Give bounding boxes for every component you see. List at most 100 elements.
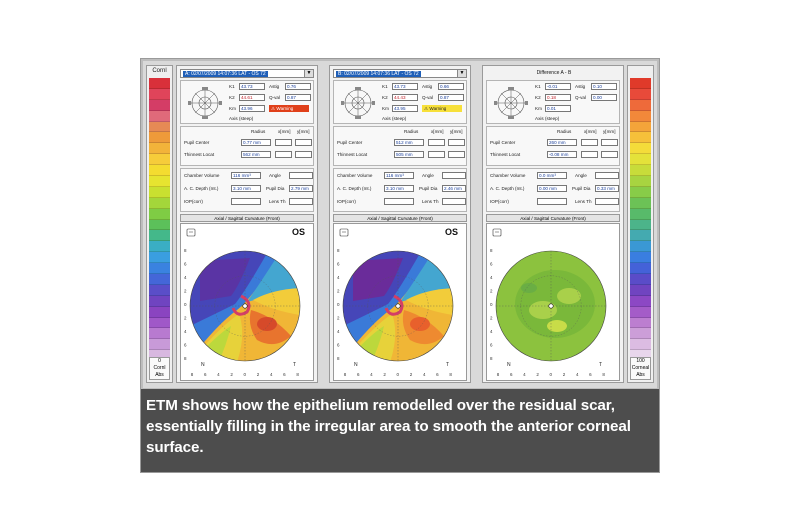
lens-th-field[interactable] — [289, 198, 313, 205]
k1-field[interactable]: 43.73 — [392, 83, 418, 90]
map-tick-label: 8 — [337, 248, 340, 253]
scale-footer-line: 100 — [636, 358, 645, 364]
pupil-center-field[interactable]: 260 mm — [547, 139, 577, 146]
iop-field[interactable] — [231, 198, 261, 205]
thinnest-y-field[interactable] — [448, 151, 465, 158]
right-color-scale[interactable]: 100 Corneal Abs — [627, 65, 654, 383]
map-type-selector[interactable]: Axial / Sagittal Curvature (Front) — [333, 214, 467, 222]
k2-field[interactable]: 44.61 — [239, 94, 265, 101]
corneal-map[interactable]: OS 8 6 4 2 0 2 4 6 8 8 6 4 2 0 2 4 6 8 N T — [333, 223, 467, 381]
km-field[interactable]: 43.96 — [239, 105, 265, 112]
thinnest-field[interactable]: -0.08 mm — [547, 151, 577, 158]
pupil-dia-field[interactable]: 2.79 mm — [289, 185, 313, 192]
corneal-map[interactable]: 8 6 4 2 0 2 4 6 8 8 6 4 2 0 2 4 6 8 N T — [486, 223, 620, 381]
thinnest-label: Thinnest Locat — [490, 152, 521, 157]
pupil-dia-label: Pupil Dia — [419, 186, 438, 191]
scale-cell — [630, 197, 651, 209]
thinnest-y-field[interactable] — [295, 151, 312, 158]
lens-th-field[interactable] — [442, 198, 466, 205]
astig-field[interactable]: 0.66 — [438, 83, 464, 90]
scale-cell — [630, 263, 651, 275]
angle-field[interactable]: 0.87 — [438, 94, 464, 101]
col-y: y[mm] — [297, 129, 310, 134]
ac-depth-label: A. C. Depth (Int.) — [184, 186, 219, 191]
k2-field[interactable]: 44.43 — [392, 94, 418, 101]
pupil-x-field[interactable] — [275, 139, 292, 146]
ac-depth-field[interactable]: 0.00 mm — [537, 185, 567, 192]
chevron-down-icon[interactable]: ▼ — [457, 70, 466, 77]
scale-header — [628, 66, 653, 76]
angle-value-field[interactable] — [595, 172, 619, 179]
map-type-selector[interactable]: Axial / Sagittal Curvature (Front) — [180, 214, 314, 222]
scale-cell — [149, 143, 170, 155]
pupil-center-field[interactable]: 0.77 mm — [241, 139, 271, 146]
scale-cell — [149, 110, 170, 122]
km-field[interactable]: 0.01 — [545, 105, 571, 112]
warning-badge[interactable]: ⚠ Warning — [422, 105, 462, 112]
left-color-scale[interactable]: Cornl 0 Cornl Abs — [146, 65, 173, 383]
exam-selector-value: B: 02/07/2009 14:07:36 LAT - OS 72 — [336, 71, 421, 77]
ac-depth-field[interactable]: 3.10 mm — [384, 185, 414, 192]
map-tick-label: 6 — [436, 372, 439, 377]
pupil-y-field[interactable] — [601, 139, 618, 146]
chamber-volume-field[interactable]: 0.0 mm³ — [537, 172, 567, 179]
pupil-dia-field[interactable]: 2.46 mm — [442, 185, 466, 192]
pupil-center-label: Pupil Center — [184, 140, 210, 145]
scale-cell — [630, 317, 651, 329]
chevron-down-icon[interactable]: ▼ — [304, 70, 313, 77]
iop-field[interactable] — [384, 198, 414, 205]
map-tick-label: 2 — [184, 316, 187, 321]
angle-field[interactable]: 0.00 — [591, 94, 617, 101]
pupil-center-field[interactable]: 512 mm — [394, 139, 424, 146]
thinnest-x-field[interactable] — [581, 151, 598, 158]
print-icon — [186, 228, 196, 237]
scale-cell — [149, 154, 170, 166]
exam-selector[interactable]: Difference A - B ▼ — [486, 69, 620, 78]
scale-cell — [149, 121, 170, 133]
map-fill — [496, 251, 606, 361]
thinnest-x-field[interactable] — [428, 151, 445, 158]
scale-cell — [630, 295, 651, 307]
map-tick-label: 2 — [230, 372, 233, 377]
thinnest-y-field[interactable] — [601, 151, 618, 158]
pupil-x-field[interactable] — [581, 139, 598, 146]
k1-field[interactable]: 43.73 — [239, 83, 265, 90]
ac-depth-field[interactable]: 3.10 mm — [231, 185, 261, 192]
keratometry-section: K1 43.73 Astig 0.66 K2 44.43 Q-val 0.87 … — [333, 80, 467, 124]
thinnest-field[interactable]: 562 mm — [241, 151, 271, 158]
angle-field[interactable]: 0.87 — [285, 94, 311, 101]
scale-cell — [630, 339, 651, 351]
figure-caption: ETM shows how the epithelium remodelled … — [141, 389, 659, 472]
thinnest-field[interactable]: 505 mm — [394, 151, 424, 158]
angle-label: Angle — [575, 173, 587, 178]
pupil-x-field[interactable] — [428, 139, 445, 146]
astig-field[interactable]: 0.76 — [285, 83, 311, 90]
pupil-center-icon — [395, 303, 401, 309]
map-tick-label: 6 — [490, 262, 493, 267]
corneal-map[interactable]: OS 8 6 4 2 0 2 4 6 8 8 6 4 2 0 2 4 6 8 N T — [180, 223, 314, 381]
scale-footer-line: Corneal — [631, 365, 650, 371]
exam-selector[interactable]: B: 02/07/2009 14:07:36 LAT - OS 72 ▼ — [333, 69, 467, 78]
k1-field[interactable]: -0.01 — [545, 83, 571, 90]
iop-field[interactable] — [537, 198, 567, 205]
astig-label: Astig — [269, 84, 280, 89]
thinnest-label: Thinnest Locat — [337, 152, 368, 157]
chamber-volume-field[interactable]: 116 mm³ — [384, 172, 414, 179]
pupil-center-icon — [242, 303, 248, 309]
astig-field[interactable]: 0.10 — [591, 83, 617, 90]
km-label: Km — [229, 106, 236, 111]
pupil-y-field[interactable] — [448, 139, 465, 146]
chamber-volume-field[interactable]: 116 mm³ — [231, 172, 261, 179]
k2-field[interactable]: 0.18 — [545, 94, 571, 101]
km-field[interactable]: 43.95 — [392, 105, 418, 112]
warning-badge[interactable]: ⚠ Warning — [269, 105, 309, 112]
scale-cell — [630, 132, 651, 144]
thinnest-x-field[interactable] — [275, 151, 292, 158]
angle-value-field[interactable] — [289, 172, 313, 179]
map-type-selector[interactable]: Axial / Sagittal Curvature (Front) — [486, 214, 620, 222]
angle-value-field[interactable] — [442, 172, 466, 179]
lens-th-field[interactable] — [595, 198, 619, 205]
pupil-y-field[interactable] — [295, 139, 312, 146]
exam-selector[interactable]: A: 02/07/2009 14:07:36 LAT - OS 72 ▼ — [180, 69, 314, 78]
pupil-dia-field[interactable]: 0.33 mm — [595, 185, 619, 192]
